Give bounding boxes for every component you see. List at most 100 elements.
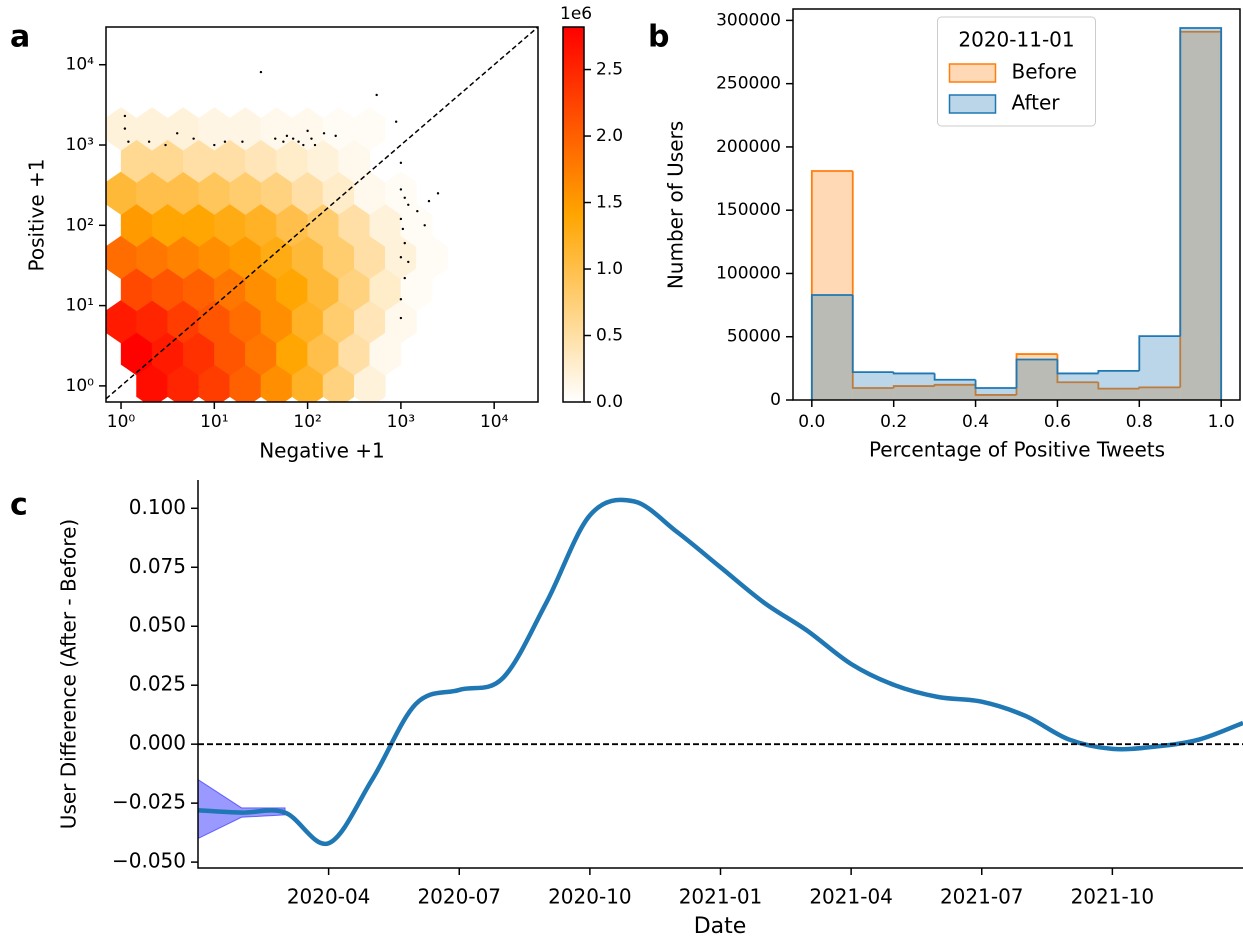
- outlier-point: [399, 298, 403, 301]
- hist-step: [892, 385, 935, 388]
- outlier-point: [427, 199, 431, 203]
- x-axis-label: Percentage of Positive Tweets: [869, 438, 1165, 462]
- x-axis-label: Negative +1: [259, 439, 385, 463]
- panel-label: c: [10, 488, 28, 523]
- x-tick-label: 10³: [387, 412, 415, 432]
- hist-bar: [1098, 370, 1140, 400]
- outlier-point: [403, 276, 406, 280]
- outlier-point: [334, 134, 337, 138]
- y-tick-label: 1.0: [596, 259, 623, 279]
- outlier-point: [403, 241, 406, 245]
- outlier-point: [291, 137, 295, 140]
- y-axis-label: User Difference (After - Before): [57, 519, 81, 829]
- hist-bar: [852, 372, 894, 400]
- y-tick-label: 10²: [66, 215, 94, 235]
- y-tick-label: 10¹: [66, 296, 94, 316]
- panel-label: a: [10, 20, 30, 55]
- hist-bar: [893, 386, 935, 400]
- colorbar: [562, 26, 585, 403]
- hist-bar: [1098, 388, 1140, 400]
- x-tick-label: 2020-10: [548, 885, 632, 909]
- hist-step: [974, 379, 1017, 389]
- outlier-point: [175, 132, 179, 135]
- hist-step: [1097, 382, 1140, 390]
- x-tick-label: 1.0: [1208, 412, 1235, 432]
- colorbar-offset: 1e6: [560, 4, 592, 24]
- x-tick-label: 2021-10: [1071, 885, 1155, 909]
- hist-bar: [1139, 336, 1181, 400]
- y-tick-label: 0.000: [129, 731, 186, 755]
- x-tick-label: 10²: [293, 412, 321, 432]
- hist-bar: [811, 294, 853, 400]
- legend-swatch: [948, 63, 997, 83]
- frame: [105, 26, 539, 403]
- outlier-point: [407, 203, 410, 207]
- y-tick-label: 10³: [66, 135, 94, 155]
- x-tick-label: 0.4: [962, 412, 989, 432]
- line-area: [198, 497, 1243, 847]
- outlier-point: [399, 188, 403, 191]
- outlier-point: [223, 140, 227, 143]
- y-tick-label: 250000: [716, 74, 781, 94]
- hist-step: [1179, 27, 1223, 400]
- hist-bar: [975, 387, 1017, 400]
- outlier-point: [375, 93, 378, 97]
- outlier-point: [241, 140, 244, 143]
- hist-step: [851, 294, 894, 374]
- y-tick-label: 0.100: [129, 495, 186, 519]
- outlier-point: [399, 256, 403, 259]
- legend-label: Before: [1012, 60, 1077, 84]
- outlier-point: [322, 132, 326, 135]
- outlier-point: [123, 114, 127, 118]
- y-tick-label: 0.050: [129, 613, 186, 637]
- y-tick-label: 50000: [727, 327, 781, 347]
- x-tick-label: 10⁴: [480, 412, 509, 432]
- y-tick-label: 0.025: [129, 672, 186, 696]
- outlier-point: [127, 140, 130, 143]
- outlier-point: [282, 140, 285, 143]
- outlier-point: [259, 70, 263, 74]
- outlier-point: [394, 120, 398, 123]
- y-tick-label: 0.0: [596, 392, 623, 412]
- hist-bar: [1139, 387, 1181, 400]
- outlier-point: [213, 143, 216, 147]
- hist-bar: [1057, 373, 1099, 400]
- outlier-point: [399, 161, 403, 165]
- x-tick-label: 2021-04: [809, 885, 893, 909]
- hist-bar: [1180, 27, 1222, 400]
- outlier-point: [147, 140, 151, 143]
- y-axis-label: Number of Users: [664, 121, 688, 289]
- diagonal-line: [106, 27, 538, 400]
- outlier-point: [297, 140, 300, 143]
- outlier-point: [436, 192, 440, 195]
- hist-bar: [934, 379, 976, 400]
- y-axis-label: Positive +1: [25, 159, 49, 272]
- panel-label: b: [648, 20, 669, 55]
- hist-step: [1138, 335, 1181, 371]
- legend-label: After: [1012, 91, 1061, 115]
- x-tick-label: 10¹: [200, 412, 228, 432]
- outlier-point: [423, 224, 426, 227]
- x-tick-label: 2021-07: [940, 885, 1024, 909]
- outlier-point: [310, 137, 313, 140]
- legend-box: [937, 16, 1096, 127]
- frame: [792, 8, 1241, 401]
- x-tick-label: 0.2: [880, 412, 907, 432]
- hist-bar: [1180, 31, 1222, 400]
- outlier-point: [285, 134, 289, 138]
- outlier-point: [399, 316, 403, 320]
- outlier-point: [123, 127, 127, 130]
- x-axis-label: Date: [694, 914, 747, 939]
- outlier-point: [401, 227, 405, 231]
- hist-step: [1138, 386, 1181, 389]
- x-tick-label: 0.8: [1126, 412, 1153, 432]
- hist-bar: [893, 373, 935, 400]
- data-line: [198, 497, 1243, 847]
- hist-bar: [975, 394, 1017, 400]
- axis-spines: [197, 480, 1243, 869]
- hist-step: [1056, 359, 1099, 375]
- hist-step: [851, 170, 894, 389]
- hist-step: [1015, 358, 1058, 388]
- outlier-point: [192, 137, 195, 140]
